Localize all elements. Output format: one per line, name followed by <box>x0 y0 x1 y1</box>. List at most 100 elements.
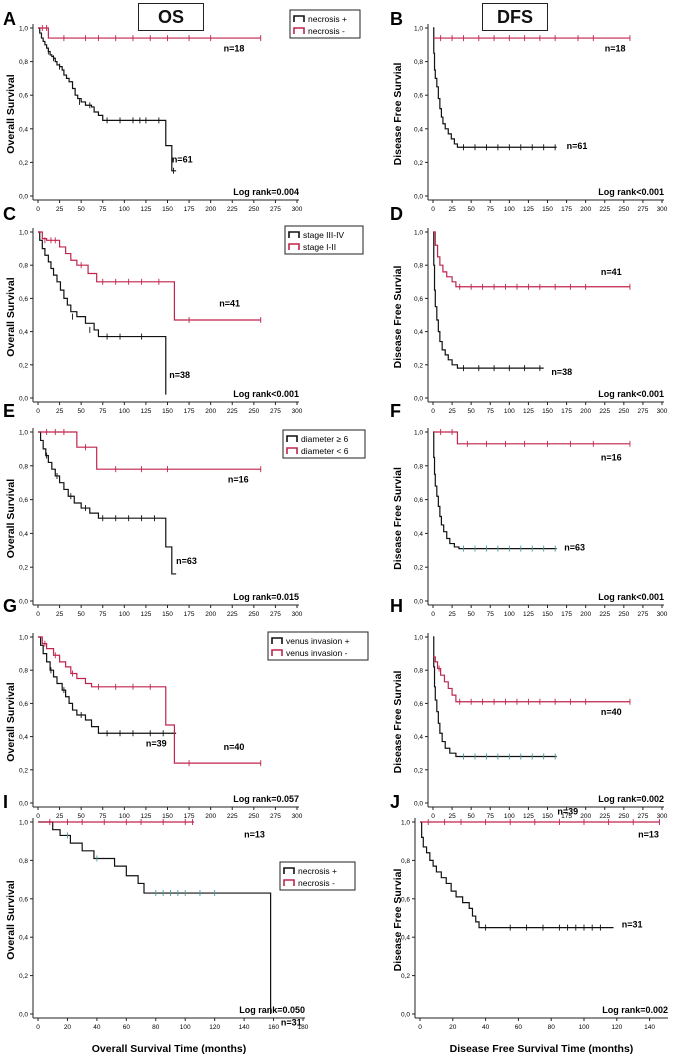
survival-curve <box>420 821 614 929</box>
x-tick-label: 100 <box>119 408 130 415</box>
legend-entry: necrosis + <box>298 866 337 876</box>
y-tick-label: 0,8 <box>19 858 28 865</box>
x-tick-label: 0 <box>36 813 40 820</box>
x-axis-label: Disease Free Survival Time (months) <box>450 1043 634 1055</box>
n-label: n=61 <box>172 154 193 164</box>
x-tick-label: 250 <box>248 611 259 618</box>
series-red: n=16 <box>433 429 631 463</box>
y-tick-label: 0,6 <box>19 93 28 100</box>
x-tick-label: 125 <box>523 206 534 213</box>
x-tick-label: 300 <box>657 408 668 415</box>
y-tick-label: 0,6 <box>414 701 423 708</box>
legend-entry: stage III-IV <box>303 230 344 240</box>
y-axis-label: Disease Free Survial <box>392 63 404 166</box>
x-tick-label: 150 <box>162 813 173 820</box>
x-tick-label: 100 <box>504 611 515 618</box>
n-label: n=63 <box>176 556 197 566</box>
x-tick-label: 150 <box>162 206 173 213</box>
x-tick-label: 75 <box>487 408 495 415</box>
n-label: n=38 <box>551 367 572 377</box>
y-axis-label: Overall Survival <box>5 880 17 959</box>
x-tick-label: 50 <box>78 206 86 213</box>
n-label: n=61 <box>567 141 588 151</box>
series-black: n=63 <box>433 431 585 552</box>
y-tick-label: 0,6 <box>19 296 28 303</box>
x-tick-label: 50 <box>468 611 476 618</box>
x-tick-label: 200 <box>580 408 591 415</box>
x-tick-label: 175 <box>561 611 572 618</box>
y-tick-label: 0,8 <box>401 858 410 865</box>
x-tick-label: 275 <box>270 206 281 213</box>
legend-swatch <box>271 649 283 656</box>
x-tick-label: 80 <box>152 1024 160 1031</box>
x-tick-label: 100 <box>579 1024 590 1031</box>
legend-swatch <box>283 879 295 886</box>
survival-curve <box>433 27 557 148</box>
x-tick-label: 50 <box>78 408 86 415</box>
x-tick-label: 200 <box>205 611 216 618</box>
x-tick-label: 200 <box>205 813 216 820</box>
y-tick-label: 0,2 <box>414 565 423 572</box>
x-tick-label: 250 <box>248 408 259 415</box>
x-tick-label: 225 <box>227 813 238 820</box>
x-tick-label: 60 <box>515 1024 523 1031</box>
y-tick-label: 0,8 <box>19 263 28 270</box>
legend-box <box>279 861 356 891</box>
survival-curve <box>38 821 272 1014</box>
x-tick-label: 250 <box>618 408 629 415</box>
x-tick-label: 250 <box>618 206 629 213</box>
dfs-header: DFS <box>482 3 548 31</box>
n-label: n=39 <box>557 807 578 817</box>
y-axis-label: Disease Free Survial <box>392 467 404 570</box>
legend-swatch <box>286 435 298 442</box>
x-tick-label: 300 <box>657 813 668 820</box>
survival-curve <box>38 636 261 764</box>
x-tick-label: 75 <box>99 206 107 213</box>
y-tick-label: 1,0 <box>19 635 28 642</box>
legend-entry: necrosis - <box>308 26 345 36</box>
survival-curve <box>38 27 261 39</box>
logrank-label: Log rank=0.057 <box>233 794 299 804</box>
n-label: n=38 <box>169 370 190 380</box>
x-tick-label: 250 <box>248 206 259 213</box>
panel-e: E 0,0 0,2 0,4 0,6 0,8 1,0 0 25 50 75 100 125 150 175 20… <box>3 401 366 618</box>
y-axis-label: Disease Free Survial <box>392 266 404 369</box>
survival-curve <box>433 431 630 445</box>
x-tick-label: 275 <box>637 611 648 618</box>
y-tick-label: 0,8 <box>19 668 28 675</box>
x-tick-label: 275 <box>637 408 648 415</box>
n-label: n=18 <box>605 44 626 54</box>
n-label: n=39 <box>146 739 167 749</box>
x-tick-label: 0 <box>431 408 435 415</box>
legend: diameter ≥ 6 diameter < 6 <box>282 429 366 459</box>
y-tick-label: 0,0 <box>401 1012 410 1019</box>
survival-curve <box>433 636 557 758</box>
panel-letter: A <box>3 9 16 29</box>
legend: necrosis + necrosis - <box>279 861 356 891</box>
y-tick-label: 0,6 <box>414 296 423 303</box>
y-tick-label: 1,0 <box>19 230 28 237</box>
n-label: n=41 <box>219 299 240 309</box>
panel-f: F 0,0 0,2 0,4 0,6 0,8 1,0 0 25 50 75 100 125 150 175 20… <box>390 401 668 618</box>
legend-swatch <box>283 867 295 874</box>
x-tick-label: 275 <box>270 611 281 618</box>
x-tick-label: 125 <box>140 206 151 213</box>
x-tick-label: 175 <box>184 206 195 213</box>
panel-d: D 0,0 0,2 0,4 0,6 0,8 1,0 0 25 50 75 100 125 150 175 20… <box>390 204 668 415</box>
panel-letter: J <box>390 792 400 812</box>
y-tick-label: 0,2 <box>401 973 410 980</box>
y-tick-label: 0,2 <box>19 362 28 369</box>
x-tick-label: 225 <box>599 611 610 618</box>
x-tick-label: 140 <box>644 1024 655 1031</box>
legend: venus invasion + venus invasion - <box>267 631 369 661</box>
legend-box <box>284 225 364 255</box>
x-tick-label: 225 <box>599 408 610 415</box>
legend-box <box>267 631 369 661</box>
y-axis-label: Overall Survival <box>5 682 17 761</box>
x-tick-label: 75 <box>99 813 107 820</box>
x-tick-label: 275 <box>270 408 281 415</box>
legend-entry: stage I-II <box>303 242 336 252</box>
x-tick-label: 75 <box>487 611 495 618</box>
x-tick-label: 25 <box>56 206 64 213</box>
